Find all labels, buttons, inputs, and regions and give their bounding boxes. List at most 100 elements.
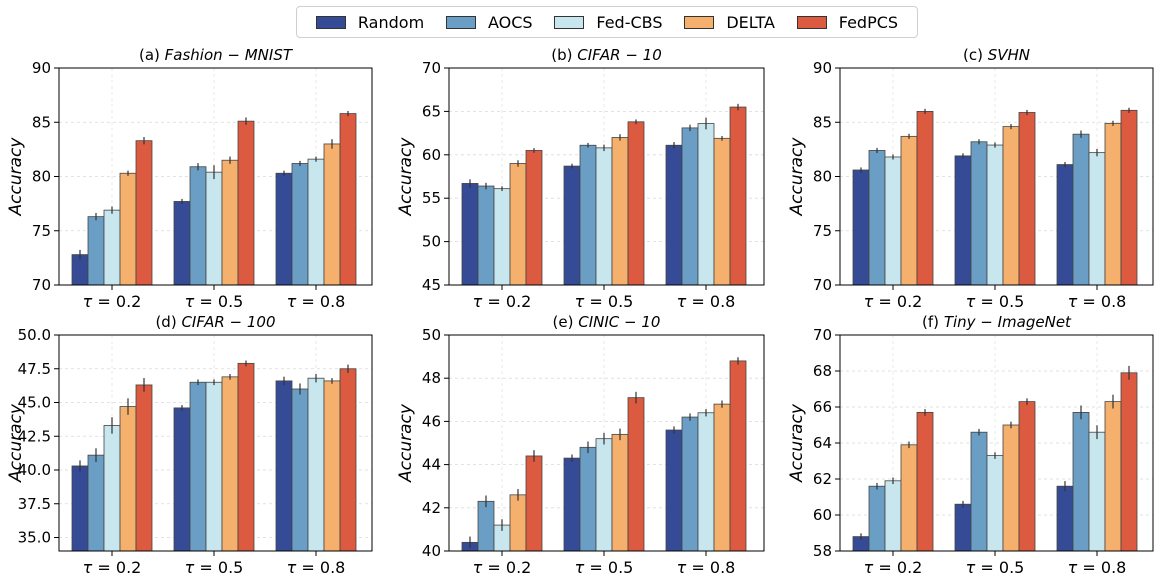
legend-swatch-fedpcs [796,15,827,29]
panel-title: (d) CIFAR − 100 [155,313,275,331]
bar-aocs-3 [291,163,309,286]
bar-delta-3 [713,403,731,552]
bar-fedpcs-1 [916,411,934,552]
xtick-label: τ = 0.2 [83,558,142,577]
bar-fed-cbs-2 [205,381,223,552]
plot-frame [58,67,373,286]
bar-aocs-1 [87,216,105,286]
bar-aocs-1 [477,500,495,552]
bar-fed-cbs-3 [307,158,325,286]
chart-panel-1: 70 75 80 85 90 τ = 0.2 τ = 0.5 τ = 0.8 (a) Fashi… [6,46,373,311]
ytick-label: 42 [422,499,441,517]
plot-frame [839,67,1154,286]
bar-delta-1 [509,494,527,552]
legend-entry-random: Random [315,12,425,32]
bar-random-2 [173,201,191,286]
y-axis-label: Accuracy [396,137,416,217]
xtick-label: τ = 0.2 [864,558,923,577]
plot-frame [839,334,1154,552]
bar-fedpcs-3 [729,106,747,286]
bar-random-2 [173,407,191,552]
xtick-label: τ = 0.8 [677,292,736,311]
bar-delta-3 [323,380,341,552]
bar-aocs-3 [681,127,699,286]
ytick-label: 80 [813,168,832,186]
chart-panel-5: 40 42 44 46 48 50 τ = 0.2 τ = 0.5 τ = 0.8 (e) CIN… [396,313,765,577]
xtick-label: τ = 0.5 [185,558,244,577]
ytick-label: 35.0 [18,529,51,547]
bar-fed-cbs-1 [884,480,902,552]
y-axis-label: Accuracy [6,137,26,217]
bar-aocs-3 [291,388,309,552]
panel-title: (c) SVHN [963,46,1030,64]
xtick-label: τ = 0.8 [287,292,346,311]
ytick-label: 40 [422,542,441,560]
ytick-label: 50 [422,326,441,344]
bar-aocs-1 [477,185,495,286]
chart-panel-6: 58 60 62 64 66 68 70 τ = 0.2 τ = 0.5 τ = 0.8 (f) T… [787,313,1154,577]
bar-delta-1 [509,163,527,286]
bar-random-3 [1056,485,1074,552]
ytick-label: 50 [422,233,441,251]
ytick-label: 62 [813,470,832,488]
bar-fed-cbs-1 [103,425,121,552]
bar-delta-2 [1002,424,1020,552]
panel-title: (a) Fashion − MNIST [139,46,294,64]
bar-fedpcs-3 [339,113,357,286]
legend-entry-delta: DELTA [684,13,775,32]
bar-fedpcs-2 [237,120,255,286]
legend-entry-fedpcs: FedPCS [796,13,898,32]
bar-aocs-2 [189,381,207,552]
bar-random-2 [954,503,972,552]
y-axis-label: Accuracy [6,403,26,483]
bar-fedpcs-3 [729,360,747,552]
legend-entry-aocs: AOCS [445,13,533,32]
bar-fedpcs-1 [135,140,153,286]
bar-aocs-1 [87,454,105,552]
ytick-label: 58 [813,542,832,560]
bar-delta-2 [611,433,629,552]
legend-swatch-random [315,15,346,29]
bar-fedpcs-2 [627,397,645,552]
ytick-label: 46 [422,412,441,430]
chart-panel-3: 70 75 80 85 90 τ = 0.2 τ = 0.5 τ = 0.8 (c) SVHN A… [787,46,1154,311]
ytick-label: 40.0 [18,461,51,479]
ytick-label: 50.0 [18,326,51,344]
bar-delta-3 [713,137,731,286]
legend-label-random: Random [357,12,425,32]
ytick-label: 70 [813,326,832,344]
ytick-label: 85 [813,113,832,131]
ytick-label: 75 [813,222,832,240]
chart-panel-2: 45 50 55 60 65 70 τ = 0.2 τ = 0.5 τ = 0.8 (b) CIF… [396,46,765,311]
bar-delta-2 [1002,126,1020,286]
legend: Random AOCS Fed-CBS DELTA FedPCS [296,6,918,38]
xtick-label: τ = 0.8 [677,558,736,577]
bar-aocs-3 [681,416,699,552]
bar-aocs-2 [970,141,988,286]
xtick-label: τ = 0.8 [1068,558,1127,577]
bar-delta-1 [119,172,137,286]
bar-delta-2 [611,137,629,286]
legend-swatch-fed-cbs [554,15,585,29]
bar-fed-cbs-1 [493,188,511,286]
panel-title: (f) Tiny − ImageNet [922,313,1072,331]
bar-random-3 [275,172,293,286]
bar-fed-cbs-1 [884,156,902,286]
bar-random-3 [1056,164,1074,286]
ytick-label: 65 [422,102,441,120]
xtick-label: τ = 0.2 [864,292,923,311]
panel-title: (b) CIFAR − 10 [551,46,662,64]
ytick-label: 75 [32,222,51,240]
ytick-label: 60 [422,146,441,164]
ytick-label: 85 [32,113,51,131]
bar-delta-3 [1104,401,1122,552]
bar-random-2 [563,165,581,286]
bar-aocs-3 [1072,133,1090,286]
ytick-label: 90 [32,59,51,77]
bar-delta-3 [1104,122,1122,286]
bar-aocs-1 [868,485,886,552]
bar-random-1 [461,183,479,286]
bar-delta-2 [221,376,239,552]
ytick-label: 70 [422,59,441,77]
xtick-label: τ = 0.5 [966,292,1025,311]
